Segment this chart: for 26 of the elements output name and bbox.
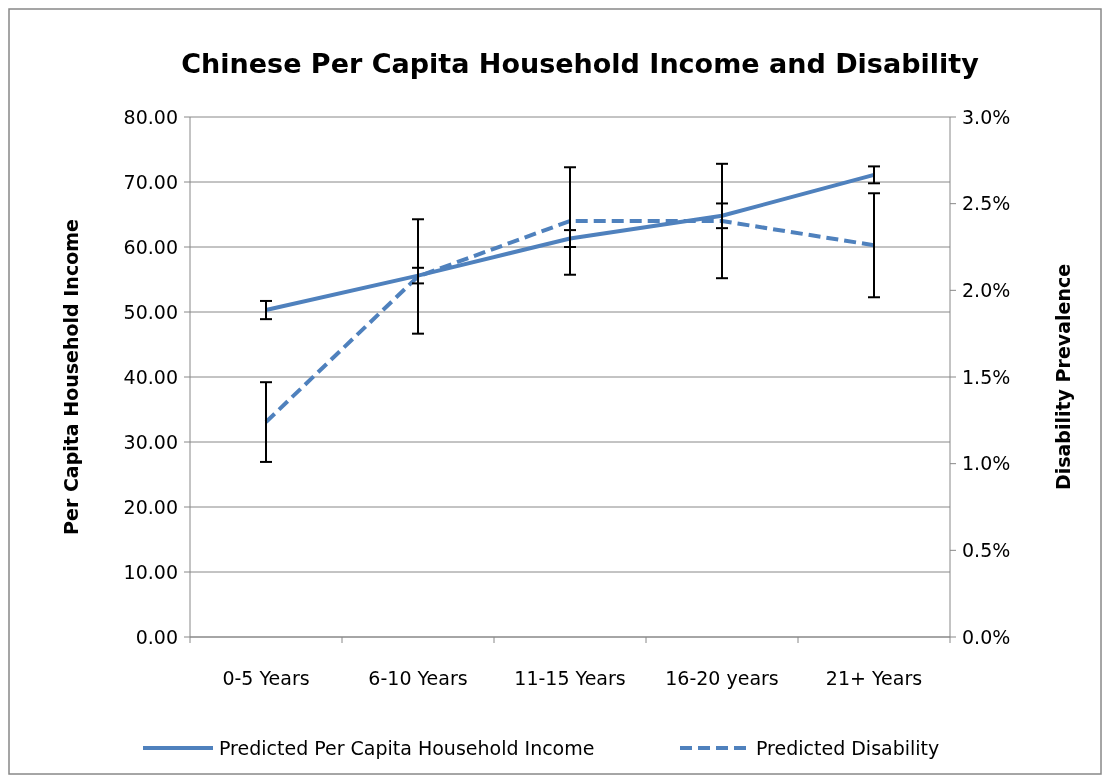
y2-tick-label: 0.5% [962, 538, 1011, 561]
x-tick-label: 21+ Years [825, 667, 923, 689]
y-tick-label: 50.00 [123, 300, 178, 323]
y2-tick-label: 3.0% [962, 105, 1011, 128]
x-tick-label: 6-10 Years [368, 667, 468, 689]
y-tick-label: 80.00 [123, 105, 178, 128]
chart-title: Chinese Per Capita Household Income and Disability [181, 48, 980, 79]
legend-label: Predicted Disability [756, 736, 940, 759]
y2-tick-label: 2.5% [962, 192, 1011, 215]
y-tick-label: 0.00 [135, 625, 178, 648]
x-tick-label: 0-5 Years [222, 667, 310, 689]
y-tick-label: 10.00 [123, 560, 178, 583]
y-tick-label: 60.00 [123, 235, 178, 258]
y2-tick-label: 1.5% [962, 365, 1011, 388]
y-tick-label: 20.00 [123, 495, 178, 518]
y-tick-label: 70.00 [123, 170, 178, 193]
legend-label: Predicted Per Capita Household Income [219, 736, 595, 759]
y-axis-title: Per Capita Household Income [60, 219, 82, 535]
y2-tick-label: 1.0% [962, 452, 1011, 475]
y-tick-label: 30.00 [123, 430, 178, 453]
x-tick-label: 11-15 Years [514, 667, 626, 689]
x-tick-label: 16-20 years [665, 667, 779, 689]
y2-axis-title: Disability Prevalence [1052, 263, 1074, 491]
y-tick-label: 40.00 [123, 365, 178, 388]
y2-tick-label: 0.0% [962, 625, 1011, 648]
y2-tick-label: 2.0% [962, 278, 1011, 301]
